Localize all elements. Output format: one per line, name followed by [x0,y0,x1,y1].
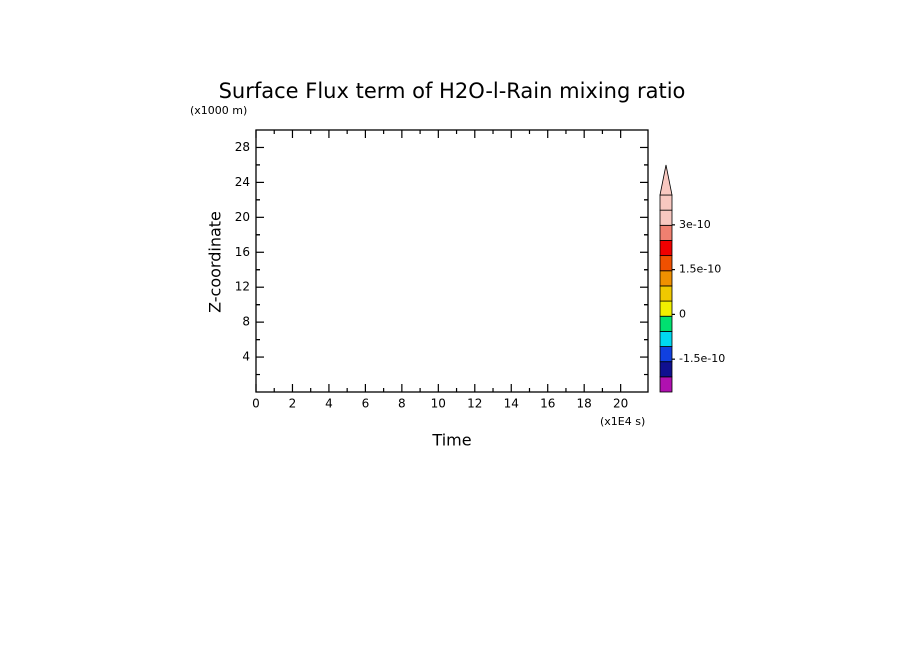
x-unit: (x1E4 s) [600,415,645,428]
y-tick-label: 8 [242,315,250,329]
x-tick-label: 8 [398,397,406,411]
y-axis-label: Z-coordinate [206,211,225,313]
plot-frame [255,129,649,393]
y-tick-label: 4 [242,350,250,364]
colorbar-tick-label: 0 [679,307,686,320]
colorbar-box [659,285,673,302]
colorbar-box [659,361,673,378]
x-tick-label: 18 [577,397,592,411]
x-tick-label: 10 [431,397,446,411]
chart-title: Surface Flux term of H2O-l-Rain mixing r… [219,79,686,103]
x-tick-label: 16 [540,397,555,411]
colorbar-tick-label: 1.5e-10 [679,263,721,276]
x-tick-label: 12 [467,397,482,411]
x-axis-label: Time [431,431,471,450]
colorbar-box [659,315,673,332]
colorbar-box [659,270,673,287]
colorbar-box [659,255,673,272]
x-tick-label: 4 [325,397,333,411]
x-tick-label: 20 [613,397,628,411]
colorbar-extend [659,164,673,196]
x-tick-label: 2 [289,397,297,411]
x-tick-label: 0 [252,397,260,411]
y-tick-label: 24 [235,175,250,189]
colorbar-box [659,300,673,317]
x-tick-label: 14 [504,397,519,411]
colorbar-tick-label: 3e-10 [679,218,711,231]
colorbar-box [659,209,673,226]
y-tick-label: 12 [235,280,250,294]
colorbar-box [659,330,673,347]
colorbar-box [659,376,673,393]
colorbar-box [659,240,673,257]
y-tick-label: 20 [235,210,250,224]
colorbar-box [659,224,673,241]
y-tick-label: 16 [235,245,250,259]
y-unit: (x1000 m) [190,104,247,117]
colorbar-box [659,194,673,211]
x-tick-label: 6 [362,397,370,411]
colorbar-box [659,346,673,363]
y-tick-label: 28 [235,140,250,154]
colorbar-tick-label: -1.5e-10 [679,352,725,365]
